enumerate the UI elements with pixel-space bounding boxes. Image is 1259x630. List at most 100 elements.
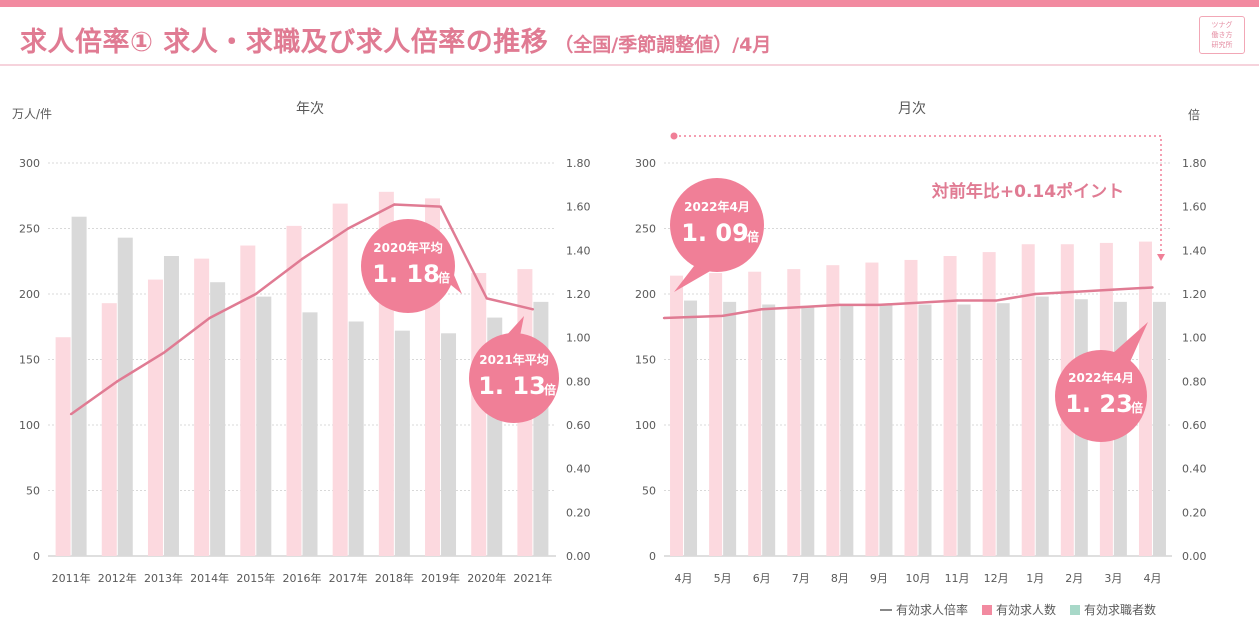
legend-item-openings: 有効求人数 <box>982 601 1056 618</box>
left-tick-label: 0 <box>649 550 656 563</box>
bar-openings <box>904 259 918 556</box>
category-label: 2018年 <box>375 571 414 585</box>
category-label: 2015年 <box>236 571 275 585</box>
category-label: 2016年 <box>283 571 322 585</box>
category-label: 2019年 <box>421 571 460 585</box>
left-tick-label: 250 <box>19 223 40 236</box>
left-axis-unit: 万人/件 <box>12 107 52 121</box>
ratio-point <box>208 316 211 320</box>
right-tick-label: 0.20 <box>566 506 591 519</box>
right-tick-label: 1.00 <box>1182 332 1207 345</box>
right-tick-label: 1.40 <box>566 244 591 257</box>
bar-openings <box>147 279 163 556</box>
legend-item-ratio: 有効求人倍率 <box>880 601 968 618</box>
bubble-2022-apr-start-label: 2022年4月 <box>684 199 750 214</box>
ratio-point <box>916 301 920 304</box>
right-axis-unit: 倍 <box>1188 107 1200 122</box>
bubble-2022-apr-end-unit: 倍 <box>1131 400 1143 415</box>
left-tick-label: 150 <box>635 354 656 367</box>
right-tick-label: 0.80 <box>1182 375 1207 388</box>
bubble-2022-apr-end-value: 1. 23 <box>1065 390 1133 418</box>
title-divider <box>0 64 1259 66</box>
bar-openings <box>709 273 723 556</box>
page-title: 求人倍率① 求人・求職及び求人倍率の推移 （全国/季節調整値）/4月 <box>20 20 771 60</box>
chart-title: 年次 <box>296 101 324 117</box>
left-tick-label: 300 <box>635 157 656 170</box>
legend-swatch-seekers <box>1070 604 1081 615</box>
right-tick-label: 0.40 <box>1182 463 1207 476</box>
bar-seekers <box>302 312 318 556</box>
category-label: 2011年 <box>52 571 91 585</box>
right-tick-label: 1.80 <box>566 157 591 170</box>
bar-openings <box>865 262 879 556</box>
legend-label-seekers: 有効求職者数 <box>1084 603 1157 617</box>
category-label: 2012年 <box>98 571 137 585</box>
left-tick-label: 250 <box>635 223 656 236</box>
category-label: 8月 <box>831 572 849 585</box>
yoy-bracket <box>674 135 1162 254</box>
left-tick-label: 200 <box>635 288 656 301</box>
ratio-point <box>1034 292 1037 296</box>
bubble-2020-average-value: 1. 18 <box>372 260 440 288</box>
left-tick-label: 50 <box>26 485 40 498</box>
category-label: 2014年 <box>190 571 229 585</box>
right-tick-label: 1.40 <box>1182 244 1207 257</box>
category-label: 1月 <box>1026 572 1044 585</box>
bar-openings <box>194 258 210 556</box>
bar-seekers <box>256 296 272 556</box>
right-tick-label: 0.20 <box>1182 506 1207 519</box>
logo-line: 研究所 <box>1211 41 1233 49</box>
chart-title: 月次 <box>898 101 926 117</box>
bar-openings <box>101 303 117 556</box>
logo-line: ツナグ <box>1211 21 1233 29</box>
bar-openings <box>471 273 487 556</box>
bubble-2022-apr-start-value: 1. 09 <box>681 219 749 247</box>
bar-openings <box>1021 244 1035 556</box>
bubble-2021-average-tail <box>504 316 524 338</box>
category-label: 7月 <box>792 572 810 585</box>
bar-openings <box>826 265 840 556</box>
bar-seekers <box>394 330 410 556</box>
ratio-point <box>69 412 73 416</box>
category-label: 4月 <box>675 572 693 585</box>
bubble-2020-average-label: 2020年平均 <box>373 240 442 255</box>
bubble-2021-average-label: 2021年平均 <box>479 352 548 367</box>
category-label: 4月 <box>1143 572 1161 585</box>
bubble-2020-average <box>361 219 455 313</box>
right-tick-label: 0.40 <box>566 463 591 476</box>
category-label: 12月 <box>984 572 1009 585</box>
legend-label-ratio: 有効求人倍率 <box>896 603 969 617</box>
bar-openings <box>787 269 801 556</box>
bar-openings <box>332 203 348 557</box>
left-tick-label: 300 <box>19 157 40 170</box>
bubble-2022-apr-end-tail <box>1112 322 1148 362</box>
bar-seekers <box>684 300 698 556</box>
ratio-point <box>254 292 258 296</box>
ratio-point <box>760 308 763 311</box>
bar-seekers <box>441 333 457 556</box>
bar-seekers <box>71 216 87 556</box>
category-label: 6月 <box>753 572 771 585</box>
logo-line: 働き方 <box>1211 31 1233 39</box>
ratio-point <box>1151 286 1154 289</box>
right-tick-label: 0.80 <box>566 375 591 388</box>
bar-openings <box>670 275 684 556</box>
bubble-2022-apr-start-tail <box>674 266 712 292</box>
ratio-point <box>838 303 842 307</box>
ratio-point <box>485 297 488 300</box>
ratio-point <box>439 205 442 208</box>
category-label: 2017年 <box>329 571 368 585</box>
right-tick-label: 0.60 <box>1182 419 1207 432</box>
ratio-point <box>877 303 881 307</box>
right-tick-label: 0.60 <box>566 419 591 432</box>
ratio-point <box>300 257 304 261</box>
bubble-2022-apr-end <box>1055 350 1147 442</box>
bar-openings <box>286 225 302 556</box>
ratio-point <box>346 227 350 230</box>
right-tick-label: 1.20 <box>1182 288 1207 301</box>
left-tick-label: 100 <box>19 419 40 432</box>
bar-seekers <box>801 305 815 556</box>
logo: ツナグ 働き方 研究所 <box>1199 16 1245 54</box>
ratio-point <box>1112 288 1115 291</box>
